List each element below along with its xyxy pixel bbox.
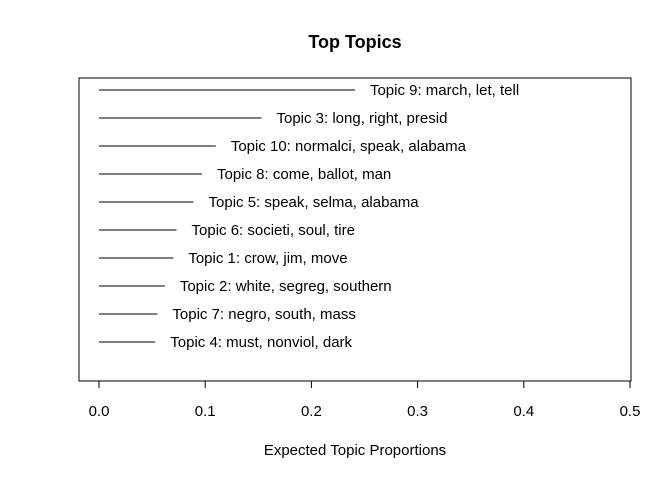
x-axis-label: Expected Topic Proportions (264, 442, 446, 459)
x-tick-label: 0.4 (513, 403, 534, 420)
chart-title: Top Topics (308, 32, 401, 52)
topic-label: Topic 1: crow, jim, move (188, 250, 347, 267)
topic-label: Topic 7: negro, south, mass (172, 306, 355, 323)
x-tick-label: 0.5 (620, 403, 641, 420)
topic-label: Topic 5: speak, selma, alabama (209, 194, 420, 211)
topic-label: Topic 4: must, nonviol, dark (170, 334, 352, 351)
x-tick-label: 0.3 (407, 403, 428, 420)
topic-label: Topic 6: societi, soul, tire (192, 222, 355, 239)
x-axis: 0.0 0.1 0.2 0.3 0.4 0.5 (89, 380, 641, 420)
topic-label: Topic 8: come, ballot, man (217, 166, 391, 183)
x-tick-label: 0.0 (89, 403, 110, 420)
bars-group (99, 89, 355, 343)
topic-label: Topic 10: normalci, speak, alabama (231, 138, 467, 155)
x-tick-label: 0.1 (195, 403, 216, 420)
topic-labels-group: Topic 9: march, let, tell Topic 3: long, … (170, 82, 519, 351)
topic-label: Topic 9: march, let, tell (370, 82, 519, 99)
x-tick-label: 0.2 (301, 403, 322, 420)
topic-label: Topic 2: white, segreg, southern (180, 278, 392, 295)
topic-label: Topic 3: long, right, presid (276, 110, 447, 127)
